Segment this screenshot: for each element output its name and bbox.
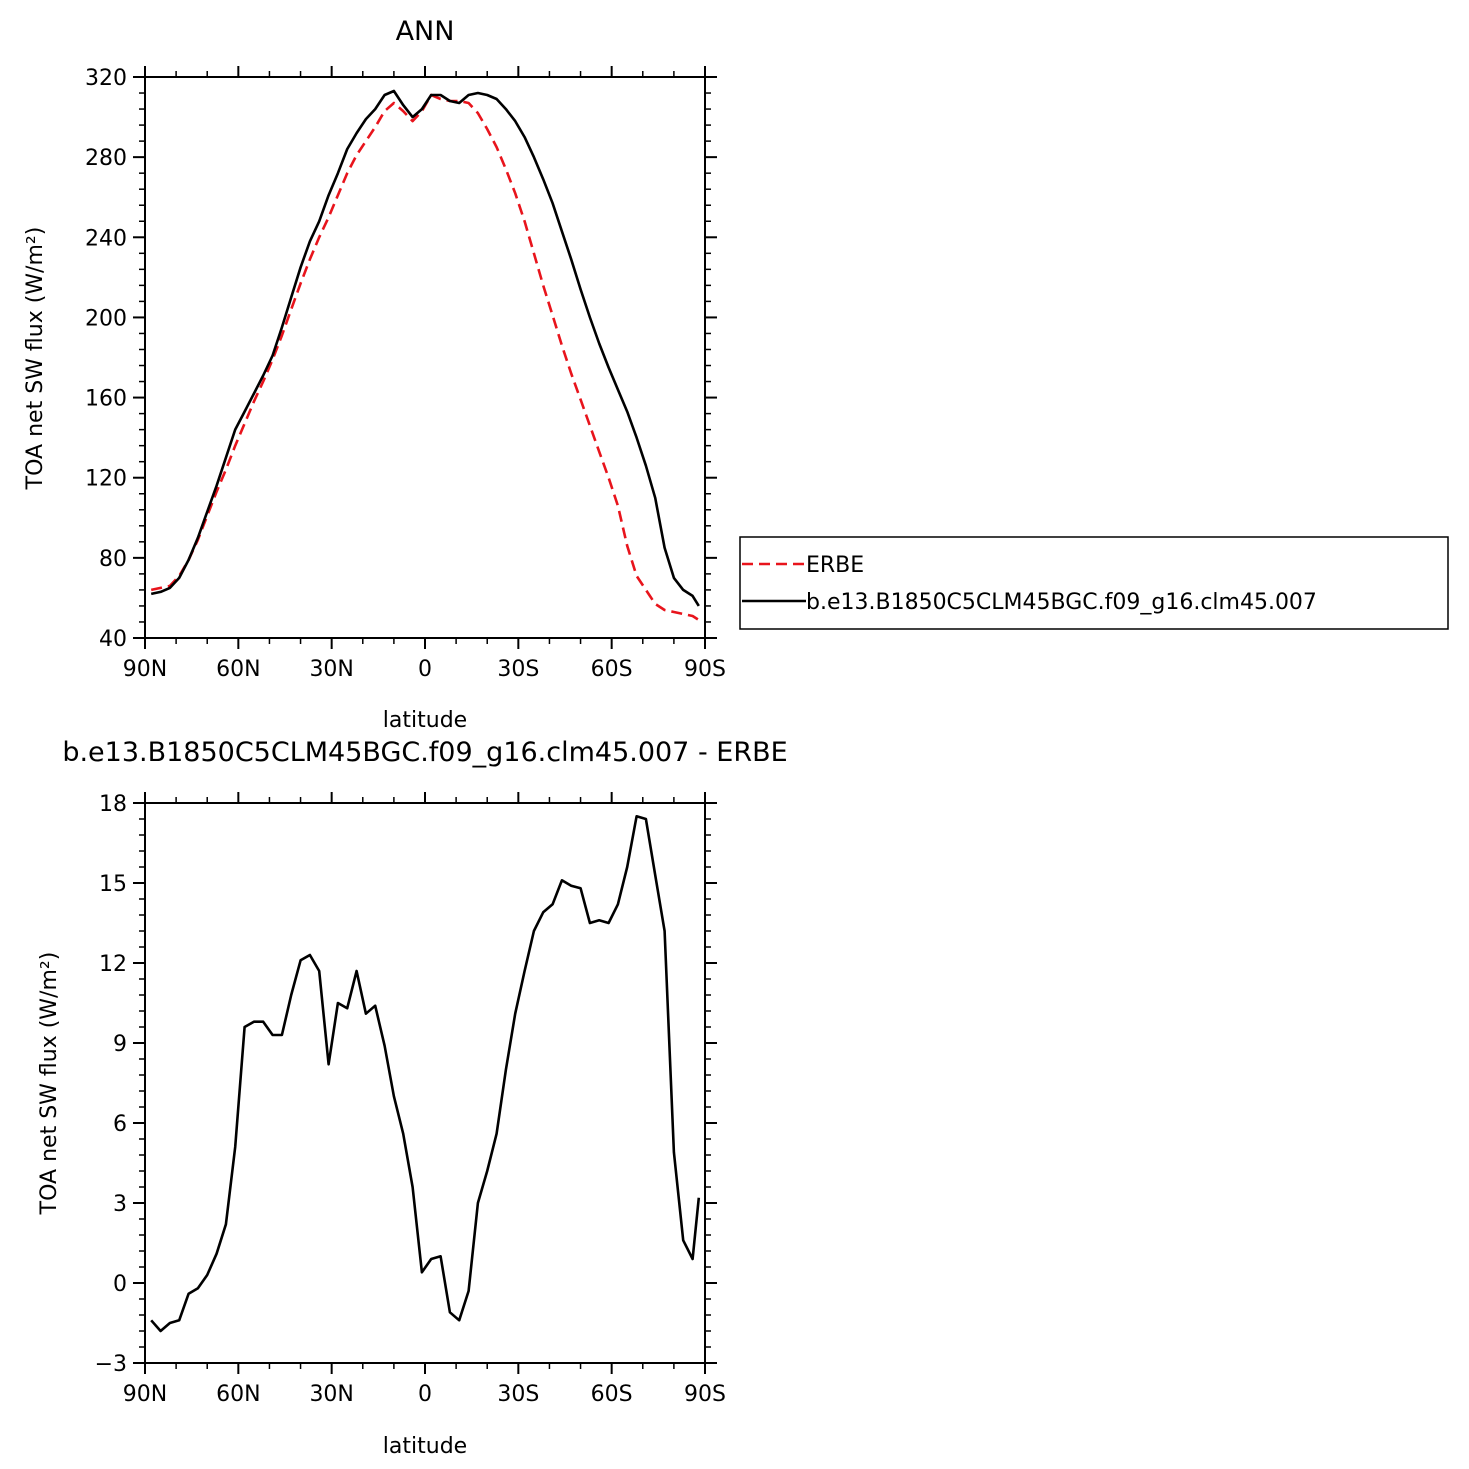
y-tick-label: 240 — [85, 226, 127, 251]
x-tick-label: 60N — [216, 657, 260, 682]
x-tick-label: 0 — [418, 657, 432, 682]
plot-frame — [144, 76, 706, 639]
x-tick-label: 30S — [497, 657, 539, 682]
y-tick-label: 40 — [99, 627, 127, 652]
bottom-panel: b.e13.B1850C5CLM45BGC.f09_g16.clm45.007 … — [37, 737, 788, 1459]
x-tick-label: 30S — [497, 1382, 539, 1407]
top-series-group — [150, 89, 700, 622]
x-tick-label: 60S — [591, 1382, 633, 1407]
y-tick-label: 280 — [85, 146, 127, 171]
x-tick-label: 90N — [123, 1382, 167, 1407]
top-panel: ANN 90N 60N 30N 0 30S 60S 90S 40 80 120 160 200 240 2… — [23, 16, 726, 733]
y-tick-label: 3 — [113, 1192, 127, 1217]
series-line-1-0 — [150, 814, 701, 1333]
top-tick-labels: 90N 60N 30N 0 30S 60S 90S 40 80 120 160 200 240 280 32… — [85, 66, 726, 682]
top-chart-title: ANN — [396, 16, 455, 47]
x-tick-label: 90S — [684, 1382, 726, 1407]
top-x-axis-label: latitude — [383, 708, 467, 733]
y-tick-label: 12 — [99, 952, 127, 977]
bottom-axes — [133, 792, 717, 1374]
y-tick-label: 320 — [85, 66, 127, 91]
x-tick-label: 60N — [216, 1382, 260, 1407]
x-tick-label: 30N — [309, 1382, 353, 1407]
legend-box — [739, 536, 1449, 630]
y-tick-label: 80 — [99, 547, 127, 572]
top-axes — [133, 66, 717, 649]
y-tick-label: 9 — [113, 1032, 127, 1057]
y-tick-label: 160 — [85, 387, 127, 412]
x-tick-label: 90S — [684, 657, 726, 682]
bottom-y-axis-label: TOA net SW flux (W/m²) — [37, 952, 62, 1216]
bottom-chart-title: b.e13.B1850C5CLM45BGC.f09_g16.clm45.007 … — [62, 737, 787, 768]
bottom-tick-labels: 90N 60N 30N 0 30S 60S 90S −3 0 3 6 9 12 15 18 — [95, 792, 726, 1407]
y-tick-label: 0 — [113, 1272, 127, 1297]
legend: ERBE b.e13.B1850C5CLM45BGC.f09_g16.clm45… — [739, 536, 1449, 630]
y-tick-label: 18 — [99, 792, 127, 817]
top-y-axis-label: TOA net SW flux (W/m²) — [23, 227, 48, 491]
x-tick-label: 0 — [418, 1382, 432, 1407]
x-tick-label: 30N — [309, 657, 353, 682]
y-tick-label: 200 — [85, 306, 127, 331]
y-tick-label: 120 — [85, 467, 127, 492]
legend-label-model: b.e13.B1850C5CLM45BGC.f09_g16.clm45.007 — [806, 590, 1317, 615]
legend-label-erbe: ERBE — [806, 553, 864, 578]
series-line-0-0 — [150, 93, 700, 622]
series-line-0-1 — [150, 89, 700, 607]
x-tick-label: 90N — [123, 657, 167, 682]
y-tick-label: 15 — [99, 872, 127, 897]
y-tick-label: 6 — [113, 1112, 127, 1137]
x-tick-label: 60S — [591, 657, 633, 682]
bottom-x-axis-label: latitude — [383, 1434, 467, 1459]
y-tick-label: −3 — [95, 1352, 127, 1377]
bottom-series-group — [150, 814, 701, 1333]
